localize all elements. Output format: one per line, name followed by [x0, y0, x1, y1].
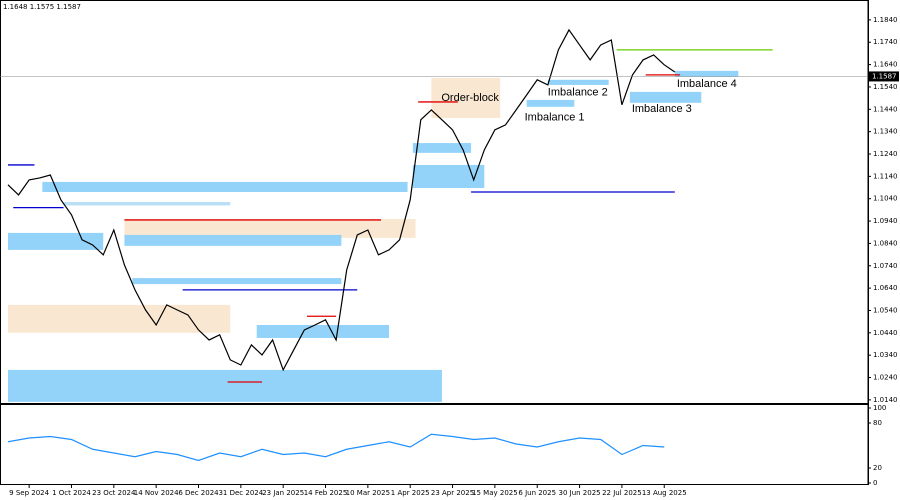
zone-label: Order-block	[441, 92, 499, 104]
osc-tick-label: 100	[873, 404, 886, 412]
x-tick-label: 13 Aug 2025	[642, 489, 687, 497]
y-tick-label: 1.1740	[873, 38, 898, 46]
x-tick-label: 22 Jul 2025	[602, 489, 642, 497]
y-tick-label: 1.1340	[873, 128, 898, 136]
zone	[256, 324, 390, 338]
y-tick-label: 1.1240	[873, 150, 898, 158]
x-tick-label: 6 Dec 2024	[178, 489, 219, 497]
zone	[7, 369, 442, 402]
zone	[526, 99, 575, 107]
current-price-box	[868, 71, 899, 82]
x-tick-label: 23 Jan 2025	[262, 489, 304, 497]
zone	[547, 79, 609, 85]
x-tick-label: 6 Jun 2025	[518, 489, 556, 497]
y-tick-label: 1.1140	[873, 172, 898, 180]
x-tick-label: 1 Apr 2025	[391, 489, 430, 497]
zone-label: Imbalance 4	[677, 78, 737, 90]
osc-tick-label: 0	[873, 479, 877, 487]
y-tick-label: 1.0240	[873, 374, 898, 382]
y-tick-label: 1.0540	[873, 306, 898, 314]
zone	[7, 232, 104, 250]
osc-tick-label: 20	[873, 464, 882, 472]
price-line	[7, 28, 676, 372]
zone	[124, 234, 342, 246]
ohlc-header: 1.1648 1.1575 1.1587	[3, 3, 81, 11]
y-tick-label: 1.0840	[873, 239, 898, 247]
zone	[629, 91, 702, 103]
zone	[7, 304, 231, 333]
zone	[431, 78, 501, 119]
y-tick-label: 1.0440	[873, 329, 898, 337]
x-tick-label: 31 Dec 2024	[218, 489, 263, 497]
zone	[674, 70, 739, 77]
y-tick-label: 1.0740	[873, 262, 898, 270]
y-tick-label: 1.1540	[873, 83, 898, 91]
y-tick-label: 1.1040	[873, 195, 898, 203]
x-tick-label: 14 Nov 2024	[134, 489, 179, 497]
x-tick-label: 9 Sep 2024	[9, 489, 49, 497]
zone	[42, 181, 408, 193]
y-tick-label: 1.0640	[873, 284, 898, 292]
y-tick-label: 1.0140	[873, 396, 898, 404]
x-tick-label: 15 May 2025	[472, 489, 518, 497]
y-tick-label: 1.1640	[873, 61, 898, 69]
oscillator-line	[7, 433, 665, 462]
zone	[412, 164, 485, 188]
y-tick-label: 1.1440	[873, 105, 898, 113]
y-tick-label: 1.0940	[873, 217, 898, 225]
x-tick-label: 30 Jun 2025	[559, 489, 601, 497]
zone	[63, 202, 231, 206]
current-price-label: 1.1587	[872, 72, 897, 80]
y-tick-label: 1.1840	[873, 16, 898, 24]
zone	[412, 143, 472, 153]
x-tick-label: 1 Oct 2024	[52, 489, 91, 497]
y-tick-label: 1.0340	[873, 351, 898, 359]
zone	[132, 278, 342, 285]
zone	[124, 219, 416, 238]
x-tick-label: 10 Mar 2025	[346, 489, 390, 497]
x-tick-label: 14 Feb 2025	[304, 489, 348, 497]
x-tick-label: 23 Apr 2025	[431, 489, 474, 497]
zone-label: Imbalance 2	[548, 86, 608, 98]
x-tick-label: 23 Oct 2024	[92, 489, 136, 497]
zone-label: Imbalance 3	[632, 103, 692, 115]
zone-label: Imbalance 1	[525, 111, 585, 123]
osc-tick-label: 80	[873, 419, 882, 427]
